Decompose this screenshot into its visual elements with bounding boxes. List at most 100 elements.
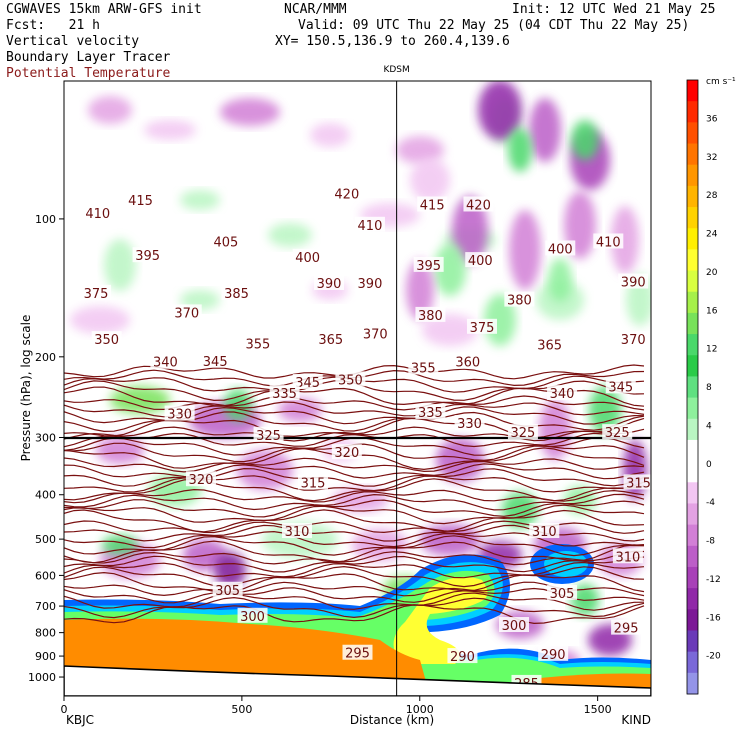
model-title: CGWAVES 15km ARW-GFS init bbox=[6, 2, 202, 17]
theta-label-bg bbox=[618, 331, 649, 347]
theta-label-bg bbox=[452, 353, 483, 369]
theta-label-bg bbox=[534, 336, 565, 352]
theta-label: 365 bbox=[537, 339, 562, 354]
theta-label: 300 bbox=[240, 610, 265, 625]
theta-label: 370 bbox=[174, 306, 199, 321]
colorbar-swatch bbox=[687, 588, 698, 610]
plot-frame bbox=[63, 80, 652, 697]
colorbar-swatch bbox=[687, 228, 698, 250]
theta-label: 375 bbox=[84, 287, 109, 302]
valid-time: Valid: 09 UTC Thu 22 May 25 (04 CDT Thu … bbox=[298, 18, 690, 33]
theta-label-bg bbox=[298, 474, 329, 490]
velocity-blob bbox=[96, 436, 144, 464]
theta-label-bg bbox=[315, 331, 346, 347]
init-time: Init: 12 UTC Wed 21 May 25 bbox=[512, 2, 716, 17]
theta-contour bbox=[64, 499, 645, 518]
theta-label-bg bbox=[82, 204, 113, 220]
terrain bbox=[64, 665, 651, 696]
theta-label: 355 bbox=[411, 361, 436, 376]
theta-label-bg bbox=[538, 645, 569, 661]
velocity-blob bbox=[410, 158, 450, 202]
colorbar-tick-label: -20 bbox=[706, 652, 721, 662]
y-axis-label: Pressure (hPa), log scale bbox=[19, 315, 33, 462]
colorbar-swatch bbox=[687, 249, 698, 272]
velocity-blob bbox=[509, 210, 541, 290]
theta-label-bg bbox=[354, 274, 385, 290]
colorbar-tick-label: 8 bbox=[706, 383, 712, 393]
velocity-blob bbox=[508, 128, 532, 172]
velocity-blob bbox=[539, 400, 571, 460]
distance-axis: 0 500 1000 1500 bbox=[61, 696, 612, 716]
theta-contour bbox=[64, 475, 645, 493]
theta-contour bbox=[64, 406, 645, 425]
theta-label: 335 bbox=[272, 387, 297, 402]
y-tick-label: 500 bbox=[35, 533, 56, 546]
colorbar-tick-label: -12 bbox=[706, 575, 721, 585]
institution-label: NCAR/MMM bbox=[284, 2, 347, 17]
cross-section-coords: XY= 150.5,136.9 to 260.4,139.6 bbox=[275, 34, 510, 49]
theta-label: 350 bbox=[338, 373, 363, 388]
theta-label: 345 bbox=[295, 376, 320, 391]
theta-label-bg bbox=[360, 325, 391, 341]
vertical-velocity-field bbox=[70, 81, 651, 670]
theta-label: 320 bbox=[189, 473, 214, 488]
theta-label: 410 bbox=[596, 235, 621, 250]
x-tick-label: 500 bbox=[231, 703, 252, 716]
theta-contour bbox=[64, 509, 645, 533]
velocity-blob bbox=[611, 206, 639, 274]
theta-label: 340 bbox=[550, 387, 575, 402]
colorbar-tick-label: 0 bbox=[706, 460, 712, 470]
theta-label: 295 bbox=[614, 622, 639, 637]
theta-contour bbox=[64, 596, 645, 619]
colorbar-frame bbox=[686, 79, 699, 695]
theta-label-bg bbox=[292, 248, 323, 264]
x-tick-label: 0 bbox=[61, 703, 68, 716]
theta-label-bg bbox=[611, 619, 642, 635]
colorbar-tick-label: -8 bbox=[706, 537, 715, 547]
theta-contour bbox=[64, 457, 645, 473]
theta-contour bbox=[64, 550, 645, 566]
theta-label-bg bbox=[242, 335, 273, 351]
theta-label-bg bbox=[210, 233, 241, 249]
theta-label-bg bbox=[342, 644, 373, 660]
theta-label: 390 bbox=[358, 277, 383, 292]
theta-label-bg bbox=[269, 385, 300, 401]
theta-label: 355 bbox=[245, 337, 270, 352]
theta-contour bbox=[64, 561, 645, 579]
theta-label: 290 bbox=[450, 650, 475, 665]
theta-label: 310 bbox=[532, 525, 557, 540]
colorbar-swatch bbox=[687, 418, 698, 441]
theta-label: 345 bbox=[608, 380, 633, 395]
colorbar-swatch bbox=[687, 439, 698, 462]
theta-label: 300 bbox=[502, 619, 527, 634]
velocity-blob bbox=[529, 98, 561, 162]
theta-label-bg bbox=[253, 426, 284, 442]
colorbar-tick-label: 32 bbox=[706, 153, 717, 163]
theta-label-bg bbox=[593, 233, 624, 249]
theta-label: 385 bbox=[224, 287, 249, 302]
theta-label: 340 bbox=[153, 356, 178, 371]
velocity-blob bbox=[102, 535, 138, 555]
velocity-blob bbox=[70, 306, 130, 334]
colorbar-swatch bbox=[687, 524, 698, 547]
colorbar-swatch bbox=[687, 566, 698, 589]
theta-label: 415 bbox=[420, 198, 445, 213]
colorbar: 36 32 28 24 20 16 12 8 4 0 -4 -8 -12 -16 -20 bbox=[686, 79, 721, 695]
y-tick-label: 300 bbox=[35, 431, 56, 444]
theta-label: 365 bbox=[318, 333, 343, 348]
x-axis-label: Distance (km) bbox=[350, 713, 434, 727]
theta-label-bg bbox=[91, 331, 122, 347]
theta-label: 410 bbox=[358, 219, 383, 234]
velocity-blob bbox=[502, 492, 538, 528]
theta-label: 400 bbox=[295, 251, 320, 266]
colorbar-swatch bbox=[687, 334, 698, 356]
colorbar-swatch bbox=[687, 207, 698, 229]
y-tick-label: 400 bbox=[35, 489, 56, 502]
theta-label-bg bbox=[185, 471, 216, 487]
theta-label-bg bbox=[463, 196, 494, 212]
theta-label-bg bbox=[454, 415, 485, 431]
theta-contour bbox=[64, 555, 645, 573]
y-tick-label: 1000 bbox=[28, 671, 56, 684]
theta-label: 345 bbox=[203, 355, 228, 370]
